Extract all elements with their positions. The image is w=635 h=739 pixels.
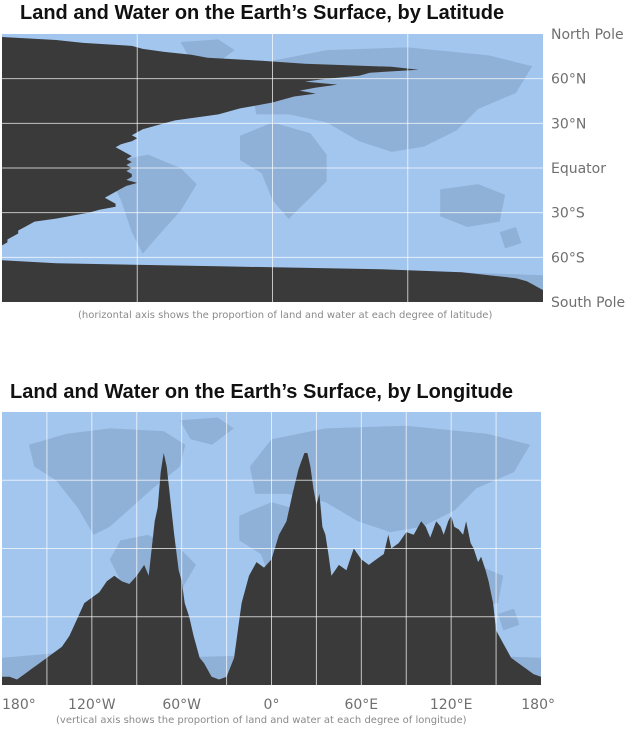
x-tick-label: 0° xyxy=(264,697,280,713)
x-tick-label: 60°W xyxy=(162,697,201,713)
latitude-chart: North Pole 60°N 30°N Equator 30°S 60°S South P… xyxy=(2,27,625,311)
y-tick-label: 60°S xyxy=(551,250,585,266)
y-tick-label: 30°N xyxy=(551,116,586,132)
lon-continent-shape-4 xyxy=(249,425,531,533)
lat-continent-shape-3 xyxy=(240,122,327,219)
x-tick-label: 180° xyxy=(521,697,555,713)
longitude-chart: 180° 120°W 60°W 0° 60°E 120°E 180° xyxy=(2,412,555,713)
chart1-note: (horizontal axis shows the proportion of… xyxy=(78,310,493,321)
y-tick-label: North Pole xyxy=(551,27,624,43)
y-tick-label: 30°S xyxy=(551,206,585,222)
lon-continent-shape-6 xyxy=(497,608,520,631)
lat-continent-shape-2 xyxy=(110,154,197,254)
y-tick-label: South Pole xyxy=(551,295,625,311)
chart2-note: (vertical axis shows the proportion of l… xyxy=(56,715,467,726)
x-tick-label: 180° xyxy=(2,697,36,713)
x-tick-label: 120°W xyxy=(68,697,116,713)
lon-continent-shape-0 xyxy=(29,428,186,535)
lat-continent-shape-6 xyxy=(499,227,522,249)
x-tick-label: 60°E xyxy=(344,697,378,713)
chart2-title: Land and Water on the Earth’s Surface, b… xyxy=(10,381,514,403)
y-tick-label: 60°N xyxy=(551,72,586,88)
y-tick-label: Equator xyxy=(551,161,606,177)
chart1-title: Land and Water on the Earth’s Surface, b… xyxy=(20,2,505,24)
lat-continent-shape-5 xyxy=(440,184,506,227)
lon-continent-shape-1 xyxy=(179,417,234,445)
x-tick-label: 120°E xyxy=(430,697,473,713)
